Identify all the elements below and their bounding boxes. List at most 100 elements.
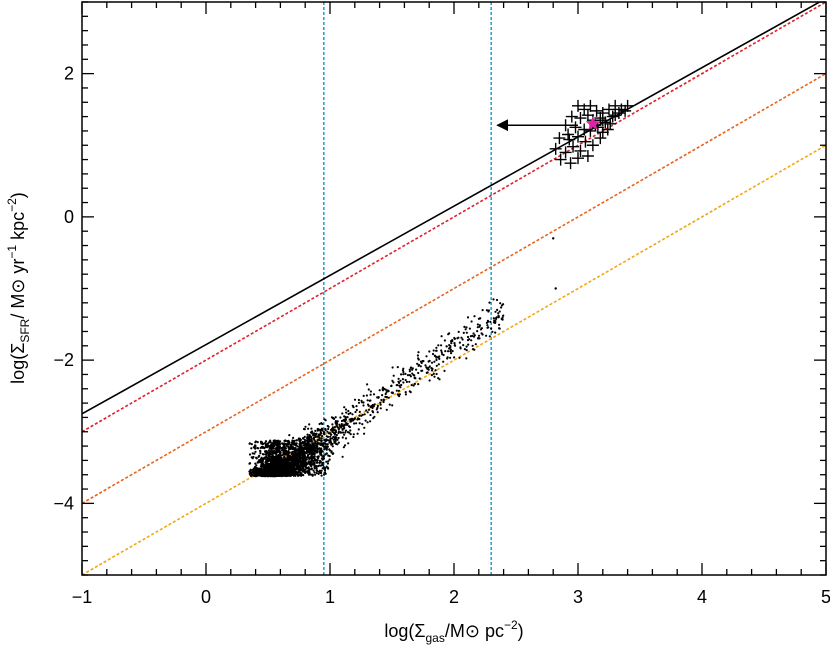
data-point: [288, 434, 291, 437]
data-point: [301, 459, 304, 462]
data-point: [465, 345, 468, 348]
data-point: [293, 443, 296, 446]
data-point: [337, 441, 340, 444]
data-point: [260, 456, 263, 459]
data-point: [373, 403, 376, 406]
data-point: [397, 380, 400, 383]
data-point: [320, 439, 323, 442]
data-point: [433, 375, 436, 378]
data-point: [340, 423, 343, 426]
data-point: [268, 446, 271, 449]
data-point: [304, 457, 307, 460]
data-point: [363, 426, 366, 429]
data-point: [285, 472, 288, 476]
y-tick-label: −2: [53, 350, 74, 370]
data-point: [314, 442, 317, 445]
data-point: [412, 384, 415, 387]
data-point: [410, 384, 413, 387]
data-point: [310, 467, 313, 470]
data-point: [418, 377, 421, 380]
data-point: [291, 441, 294, 444]
data-point: [458, 341, 461, 344]
data-point: [326, 462, 329, 465]
data-point: [471, 334, 474, 337]
solid-relation-line: [82, 2, 822, 415]
data-point: [323, 473, 326, 476]
data-point: [258, 473, 261, 477]
data-point: [321, 429, 324, 432]
data-point: [435, 364, 438, 367]
data-point: [271, 443, 274, 446]
data-point: [294, 473, 297, 476]
data-point: [292, 454, 295, 457]
data-point: [417, 383, 420, 386]
data-point: [334, 431, 338, 434]
data-point: [480, 327, 483, 330]
data-point: [306, 433, 309, 436]
data-point: [311, 463, 314, 466]
data-point: [326, 424, 329, 428]
plus-marker: [578, 123, 591, 136]
data-point: [488, 301, 491, 304]
data-point: [431, 352, 435, 356]
data-point: [264, 440, 268, 443]
data-point: [343, 420, 347, 423]
data-point: [287, 460, 290, 463]
data-point: [301, 466, 305, 469]
data-point: [323, 469, 327, 472]
plus-marker: [569, 121, 582, 134]
data-point: [428, 350, 431, 353]
data-point: [262, 472, 265, 475]
data-point: [337, 427, 340, 430]
x-tick-label: 0: [201, 587, 211, 607]
data-point: [491, 330, 494, 333]
data-point: [256, 472, 259, 475]
data-point: [271, 474, 274, 477]
data-point: [314, 473, 317, 476]
data-point: [344, 431, 347, 434]
data-point: [417, 358, 420, 361]
data-point: [301, 449, 304, 452]
data-point: [314, 429, 317, 432]
data-point: [298, 449, 301, 452]
data-point: [298, 442, 301, 445]
plot-frame: [81, 1, 827, 576]
data-point: [278, 461, 281, 464]
data-point: [465, 326, 468, 329]
data-point: [449, 345, 452, 348]
plus-marker: [579, 135, 592, 148]
data-point: [302, 450, 305, 453]
data-point: [385, 391, 388, 394]
data-point: [367, 388, 370, 391]
data-point: [428, 365, 431, 368]
data-point: [324, 419, 327, 422]
data-point: [313, 439, 316, 442]
data-point: [288, 451, 291, 454]
x-tick-label: 2: [449, 587, 459, 607]
data-point: [430, 361, 434, 364]
data-point: [402, 370, 405, 374]
data-point: [485, 309, 488, 312]
data-point: [492, 298, 495, 301]
data-point: [315, 467, 318, 470]
data-point: [477, 334, 481, 337]
data-point: [462, 331, 465, 334]
data-point: [413, 376, 416, 379]
data-point: [278, 465, 281, 468]
data-point: [293, 468, 296, 471]
data-point: [391, 404, 394, 407]
data-point: [330, 451, 333, 454]
x-tick-label: 4: [697, 587, 707, 607]
data-point: [320, 471, 323, 475]
plus-marker: [599, 116, 612, 129]
data-point: [278, 458, 281, 461]
data-point: [387, 396, 390, 399]
data-point: [461, 338, 464, 341]
data-point: [487, 310, 490, 313]
plus-marker: [590, 104, 603, 117]
data-point: [399, 379, 402, 382]
data-point: [342, 446, 345, 449]
data-point: [342, 419, 345, 422]
data-point: [363, 432, 366, 435]
data-point: [315, 432, 318, 435]
